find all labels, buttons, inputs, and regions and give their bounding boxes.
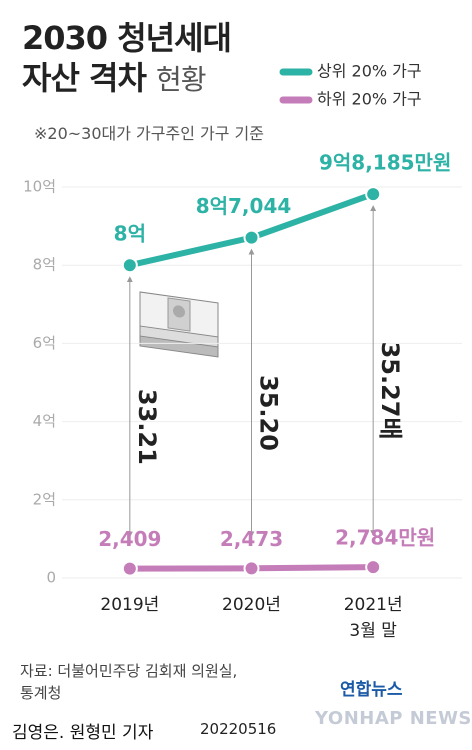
x-tick-label: 2021년 3월 말 [343,595,403,641]
point [365,186,382,203]
subtitle: ※20~30대가 가구주인 가구 기준 [34,124,264,143]
y-tick-label: 2억 [33,490,56,508]
y-tick-label: 0 [46,569,56,587]
watermark: YONHAP NEWS [315,708,472,729]
y-tick-label: 4억 [33,412,56,430]
money-icon [139,291,219,358]
value-label: 2,473 [220,527,283,551]
x-tick-label: 2020년 [222,595,281,615]
ratio-label: 33.21 [133,389,161,465]
point [243,229,260,246]
point [365,559,382,576]
date: 20220516 [200,720,277,738]
source: 자료: 더불어민주당 김회재 의원실, 통계청 [20,662,238,702]
value-label: 2,409 [98,527,161,551]
title-text: 2030 청년세대 자산 격차 [22,19,232,97]
title-light: 현황 [156,63,207,96]
point [243,560,260,577]
point [121,257,138,274]
value-label: 2,784만원 [335,526,435,550]
y-tick-label: 10억 [23,178,56,196]
value-label: 9억8,185만원 [319,151,451,175]
value-label: 8억 [114,222,146,246]
legend-label: 하위 20% 가구 [317,90,422,109]
ratio-label: 35.20 [255,375,283,451]
y-tick-label: 8억 [33,256,56,274]
value-label: 8억7,044 [196,194,292,218]
x-tick-label: 2019년 [100,595,160,615]
legend-label: 상위 20% 가구 [317,62,422,81]
point [121,560,138,577]
credit: 김영은. 원형민 기자 [12,723,154,743]
logo: 연합뉴스 [340,680,403,700]
ratio-label: 35.27배 [376,342,404,440]
title: 2030 청년세대 자산 격차 현황 [22,18,232,100]
y-tick-label: 6억 [33,334,56,352]
